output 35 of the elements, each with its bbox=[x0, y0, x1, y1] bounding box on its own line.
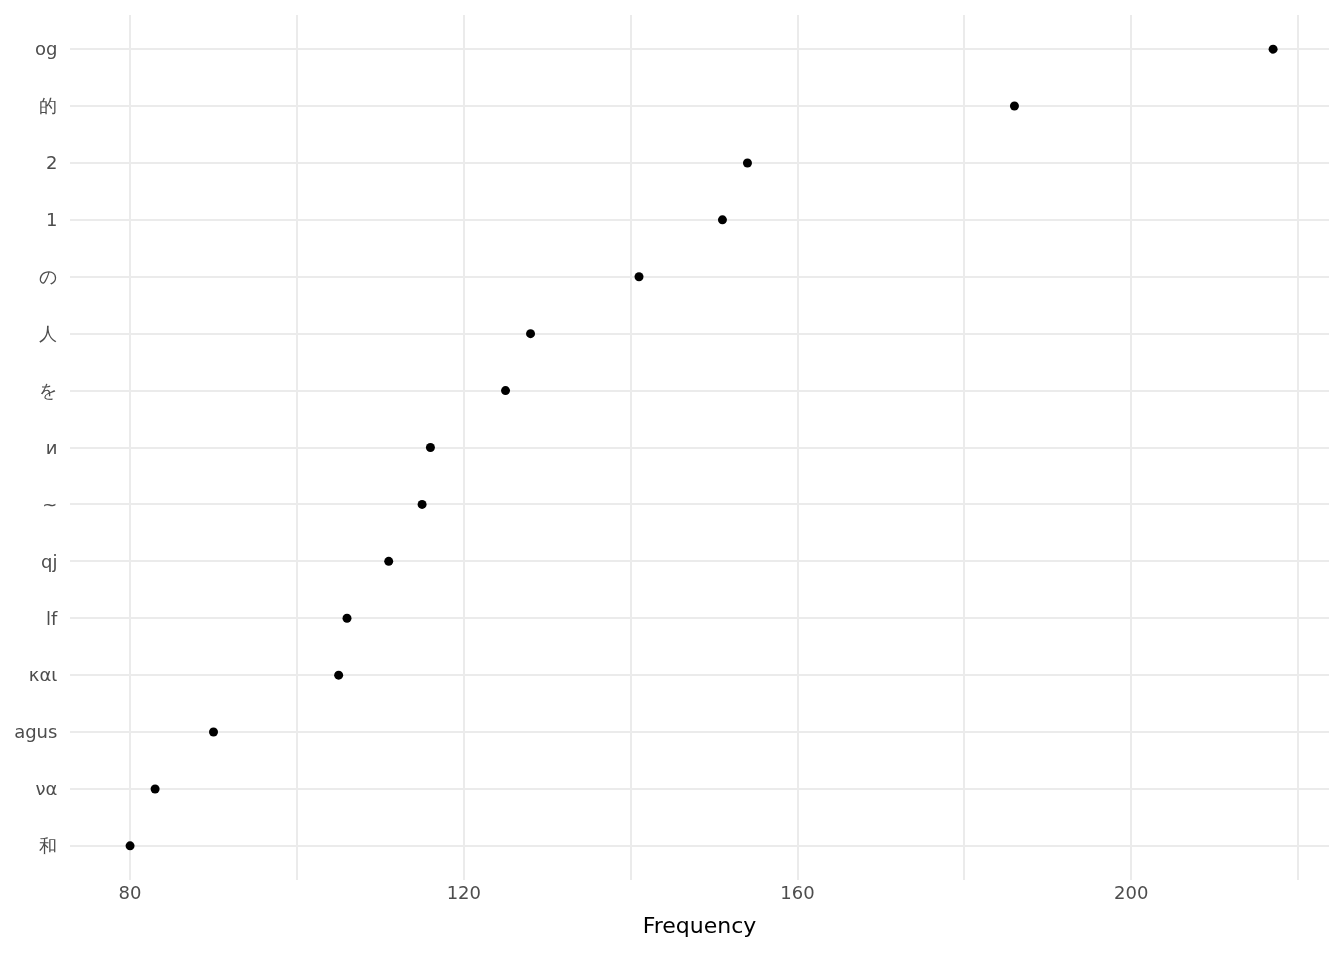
y-tick-label: の bbox=[39, 266, 58, 288]
point bbox=[1268, 44, 1278, 54]
point bbox=[384, 556, 394, 566]
point bbox=[342, 613, 352, 623]
point bbox=[634, 272, 644, 282]
y-tick-label: lf bbox=[46, 607, 59, 629]
point bbox=[417, 499, 427, 509]
x-tick-label: 80 bbox=[118, 882, 142, 903]
y-tick-label: να bbox=[35, 778, 58, 800]
point bbox=[334, 670, 344, 680]
point bbox=[125, 841, 135, 851]
point bbox=[150, 784, 160, 794]
y-tick-label: 的 bbox=[39, 95, 58, 117]
y-tick-label: 和 bbox=[39, 835, 58, 857]
y-tick-label: qj bbox=[40, 550, 58, 572]
point bbox=[209, 727, 218, 737]
point bbox=[425, 443, 435, 452]
y-tick-label: και bbox=[28, 664, 58, 686]
x-tick-label: 120 bbox=[446, 882, 481, 903]
x-tick-label: 200 bbox=[1114, 882, 1149, 903]
y-tick-label: を bbox=[39, 379, 58, 401]
y-tick-label: 2 bbox=[45, 152, 58, 174]
point bbox=[501, 386, 511, 396]
point bbox=[526, 329, 536, 339]
point bbox=[742, 158, 752, 168]
y-tick-label: agus bbox=[14, 721, 58, 743]
y-tick-label: og bbox=[34, 38, 58, 60]
x-tick-label: 160 bbox=[780, 882, 815, 903]
x-axis-title: Frequency bbox=[642, 912, 757, 938]
y-tick-label: и bbox=[45, 436, 58, 458]
y-tick-label: ~ bbox=[42, 493, 58, 515]
y-tick-label: 1 bbox=[45, 209, 58, 231]
point bbox=[717, 215, 727, 225]
point bbox=[1009, 101, 1019, 111]
y-tick-label: 人 bbox=[39, 322, 58, 344]
